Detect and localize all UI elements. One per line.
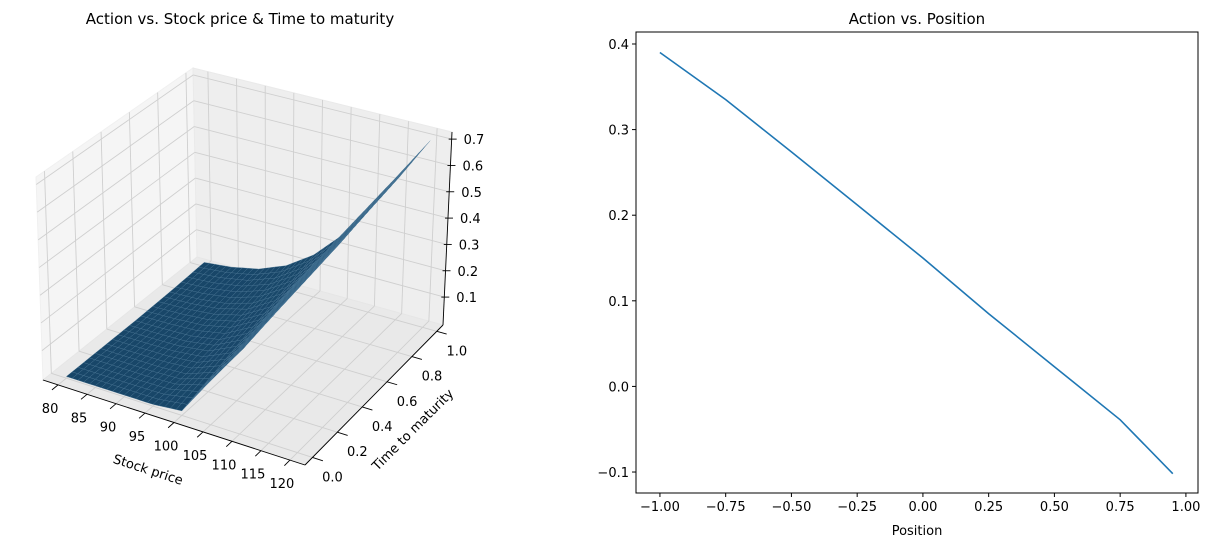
x-tick-label: 85 bbox=[71, 411, 88, 426]
x-tick-label: 120 bbox=[270, 477, 295, 492]
y-tick-label: −0.1 bbox=[597, 466, 629, 481]
y-tick-label: 1.0 bbox=[446, 344, 467, 359]
line-plot-area: −1.00 −0.75 −0.50 −0.25 0.00 0.25 0.50 0.75 1.00… bbox=[597, 32, 1200, 515]
surface-plot: Action vs. Stock price & Time to maturit… bbox=[36, 10, 484, 492]
y-tick-mark bbox=[387, 382, 397, 385]
z-tick-label: 0.5 bbox=[461, 186, 482, 201]
y-tick-label: 0.4 bbox=[372, 420, 393, 435]
y-tick-label: 0.3 bbox=[608, 124, 629, 139]
x-tick-mark bbox=[52, 385, 58, 390]
x-tick-label: −0.25 bbox=[837, 500, 877, 515]
y-tick-mark bbox=[437, 331, 447, 334]
x-tick-mark bbox=[197, 432, 203, 437]
plot-frame bbox=[636, 32, 1198, 493]
y-tick-mark bbox=[362, 407, 372, 410]
x-tick-label: 0.75 bbox=[1106, 500, 1135, 515]
y-tick-label: 0.0 bbox=[322, 470, 343, 485]
z-tick-label: 0.6 bbox=[462, 159, 483, 174]
y-tick-label: 0.0 bbox=[608, 380, 629, 395]
y-tick-label: 0.2 bbox=[608, 209, 629, 224]
x-tick-mark bbox=[81, 394, 87, 399]
z-tick-label: 0.1 bbox=[456, 291, 477, 306]
z-tick-label: 0.4 bbox=[460, 212, 481, 227]
y-tick-mark bbox=[412, 357, 422, 360]
line-plot-title: Action vs. Position bbox=[849, 10, 985, 28]
x-tick-label: 110 bbox=[212, 458, 237, 473]
y-tick-label: 0.4 bbox=[608, 38, 629, 53]
x-tick-mark bbox=[168, 423, 174, 428]
x-axis-label-stock-price: Stock price bbox=[111, 452, 185, 489]
z-tick-label: 0.3 bbox=[459, 238, 480, 253]
x-tick-label: 0.50 bbox=[1040, 500, 1069, 515]
y-tick-mark bbox=[337, 432, 347, 435]
x-axis-label-position: Position bbox=[892, 524, 943, 539]
x-tick-label: 80 bbox=[42, 402, 59, 417]
y-tick-mark bbox=[312, 457, 322, 460]
x-tick-label: 90 bbox=[100, 421, 117, 436]
x-tick-label: −0.75 bbox=[706, 500, 746, 515]
z-tick-label: 0.2 bbox=[458, 265, 479, 280]
x-tick-label: 95 bbox=[129, 430, 146, 445]
y-tick-label: 0.1 bbox=[608, 295, 629, 310]
x-tick-mark bbox=[226, 441, 232, 446]
x-tick-mark bbox=[255, 451, 261, 456]
x-tick-label: 100 bbox=[154, 440, 179, 455]
x-tick-label: −0.50 bbox=[772, 500, 812, 515]
x-tick-label: 0.00 bbox=[908, 500, 937, 515]
surface-plot-title: Action vs. Stock price & Time to maturit… bbox=[86, 10, 395, 28]
z-tick-label: 0.7 bbox=[464, 133, 485, 148]
y-tick-label: 0.2 bbox=[347, 445, 368, 460]
x-tick-mark bbox=[110, 404, 116, 409]
x-tick-label: 105 bbox=[183, 449, 208, 464]
x-tick-label: 115 bbox=[241, 468, 266, 483]
x-tick-label: 0.25 bbox=[974, 500, 1003, 515]
x-tick-mark bbox=[139, 413, 145, 418]
x-tick-label: 1.00 bbox=[1171, 500, 1200, 515]
y-tick-label: 0.6 bbox=[397, 395, 418, 410]
x-tick-label: −1.00 bbox=[640, 500, 680, 515]
panes bbox=[36, 68, 452, 465]
line-plot: Action vs. Position −1.00 −0.75 −0.50 −0.25… bbox=[597, 10, 1200, 539]
x-tick-mark bbox=[284, 460, 290, 466]
action-line bbox=[660, 53, 1173, 474]
y-tick-label: 0.8 bbox=[422, 370, 443, 385]
